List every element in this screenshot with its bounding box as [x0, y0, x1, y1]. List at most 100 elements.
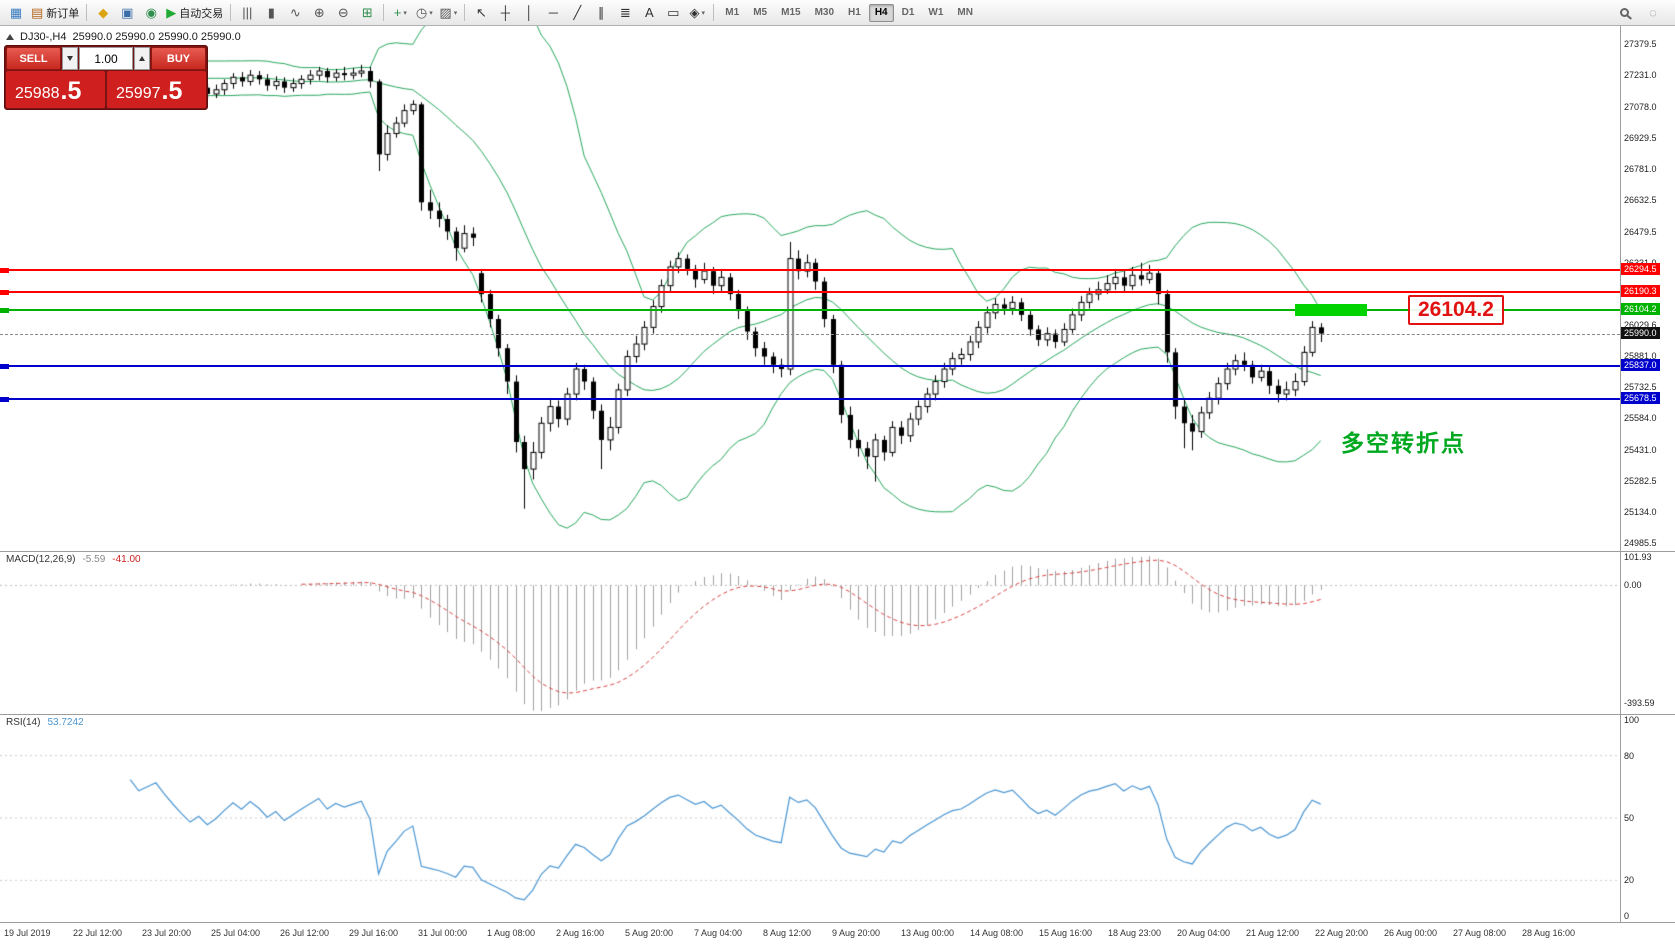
support-line-1-marker: [0, 364, 9, 369]
timeframe-m1[interactable]: M1: [725, 7, 740, 18]
new-order-button[interactable]: ▤ 新订单: [29, 3, 81, 23]
profiles-icon-glyph: ◆: [98, 4, 109, 20]
timeframe-mn[interactable]: MN: [957, 7, 973, 18]
vertical-line-icon[interactable]: │: [518, 3, 540, 23]
periods-icon-glyph: ◷: [415, 4, 428, 20]
pivot-line[interactable]: [0, 309, 1620, 311]
timeframe-h4[interactable]: H4: [868, 3, 894, 22]
support-line-2[interactable]: [0, 398, 1620, 400]
time-axis-label: 21 Aug 12:00: [1246, 928, 1300, 938]
buy-price-button[interactable]: 25997 .5: [107, 71, 206, 108]
indicators-icon-glyph: +: [393, 5, 402, 20]
price-axis-label: 26479.5: [1624, 226, 1657, 237]
support-line-1[interactable]: [0, 365, 1620, 367]
price-axis-label: 24985.5: [1624, 537, 1657, 548]
terminal-icon[interactable]: ◉: [140, 3, 162, 23]
chart-annotation-text[interactable]: 多空转折点: [1341, 430, 1466, 456]
time-axis-label: 25 Jul 04:00: [211, 928, 261, 938]
candlestick-icon[interactable]: ▮: [260, 3, 282, 23]
rsi-title: RSI(14): [6, 717, 41, 728]
timeframe-h1[interactable]: H1: [848, 7, 861, 18]
chart-window-icon[interactable]: ▦: [5, 3, 27, 23]
tile-windows-icon-glyph: ⊞: [361, 4, 373, 20]
terminal-icon-glyph: ◉: [145, 4, 157, 20]
resistance-line-2-label: 26190.3: [1621, 285, 1660, 297]
price-axis-label: 25732.5: [1624, 382, 1657, 393]
one-click-trading-panel: SELL BUY 25988 .5 25997 .5: [4, 45, 208, 110]
channel-icon-glyph: ∥: [598, 4, 605, 20]
zoom-in-icon[interactable]: ⊕: [308, 3, 330, 23]
price-callout-label[interactable]: 26104.2: [1408, 295, 1504, 325]
line-chart-icon[interactable]: ∿: [284, 3, 306, 23]
fibonacci-icon[interactable]: ≣: [614, 3, 636, 23]
symbol-info: DJ30-,H4 25990.0 25990.0 25990.0 25990.0: [6, 31, 241, 43]
timeframe-d1[interactable]: D1: [901, 7, 915, 18]
bar-chart-icon[interactable]: |||: [236, 3, 258, 23]
navigator-icon[interactable]: ▣: [116, 3, 138, 23]
search-icon[interactable]: [1620, 8, 1629, 17]
timeframe-m15[interactable]: M15: [781, 7, 801, 18]
time-axis-label: 28 Aug 16:00: [1522, 928, 1576, 938]
label-icon[interactable]: ▭: [662, 3, 684, 23]
text-icon[interactable]: A: [638, 3, 660, 23]
zoom-out-icon[interactable]: ⊖: [332, 3, 354, 23]
channel-icon[interactable]: ∥: [590, 3, 612, 23]
highlight-rectangle[interactable]: [1295, 304, 1367, 316]
fibonacci-icon-glyph: ≣: [619, 4, 631, 20]
ohlc-values: 25990.0 25990.0 25990.0 25990.0: [72, 31, 241, 43]
shapes-icon[interactable]: ◈ ▾: [686, 3, 708, 23]
rsi-axis-label: 80: [1624, 750, 1635, 761]
tile-windows-icon[interactable]: ⊞: [356, 3, 378, 23]
periods-icon[interactable]: ◷ ▾: [413, 3, 435, 23]
macd-title: MACD(12,26,9): [6, 554, 76, 565]
macd-indicator-panel: MACD(12,26,9) -5.59 -41.00 101.93 0.00 -39…: [0, 551, 1675, 714]
panel-separator[interactable]: [0, 714, 1675, 715]
toolbar-separator: [86, 4, 88, 21]
timeframe-m30[interactable]: M30: [814, 7, 835, 18]
macd-axis-label: -393.59: [1624, 698, 1655, 709]
label-icon-glyph: ▭: [667, 4, 680, 20]
sell-price-button[interactable]: 25988 .5: [6, 71, 105, 108]
resistance-line-1[interactable]: [0, 269, 1620, 271]
price-axis-label: 25584.0: [1624, 413, 1657, 424]
templates-icon[interactable]: ▨ ▾: [437, 3, 459, 23]
time-axis-label: 29 Jul 16:00: [349, 928, 399, 938]
lot-size-input[interactable]: [79, 47, 133, 70]
current-price-line[interactable]: [0, 334, 1620, 335]
price-axis-separator: [1620, 26, 1621, 922]
sell-button[interactable]: SELL: [6, 47, 61, 70]
indicators-icon[interactable]: + ▾: [389, 3, 411, 23]
lot-increase-button[interactable]: [134, 47, 150, 70]
time-axis-label: 18 Aug 23:00: [1108, 928, 1162, 938]
time-axis-label: 19 Jul 2019: [4, 928, 51, 938]
buy-price-main: 25997: [116, 85, 161, 102]
trendline-icon[interactable]: ╱: [566, 3, 588, 23]
timeframe-m5[interactable]: M5: [753, 7, 768, 18]
autotrading-button[interactable]: ▶ 自动交易: [164, 3, 225, 23]
lot-decrease-button[interactable]: [62, 47, 78, 70]
support-line-1-label: 25837.0: [1621, 359, 1660, 371]
buy-button[interactable]: BUY: [151, 47, 206, 70]
community-icon[interactable]: ◌: [1649, 5, 1657, 20]
crosshair-icon[interactable]: ┼: [494, 3, 516, 23]
resistance-line-2[interactable]: [0, 291, 1620, 293]
new-order-button-label: 新订单: [46, 7, 80, 20]
cursor-icon[interactable]: ↖: [470, 3, 492, 23]
support-line-2-marker: [0, 397, 9, 402]
rsi-axis-label: 100: [1624, 715, 1640, 725]
profiles-icon[interactable]: ◆: [92, 3, 114, 23]
macd-value-signal: -41.00: [112, 554, 141, 565]
main-chart-canvas[interactable]: [0, 26, 1620, 551]
horizontal-line-icon[interactable]: ─: [542, 3, 564, 23]
price-axis-label: 26331.0: [1624, 258, 1657, 268]
rsi-canvas[interactable]: [0, 714, 1620, 922]
support-line-2-label: 25678.5: [1621, 392, 1660, 404]
timeframe-w1[interactable]: W1: [928, 7, 944, 18]
chart-window-icon-glyph: ▦: [9, 4, 23, 20]
panel-separator[interactable]: [0, 551, 1675, 552]
time-axis-label: 26 Jul 12:00: [280, 928, 330, 938]
macd-canvas[interactable]: [0, 551, 1620, 714]
one-click-toggle-icon[interactable]: [6, 34, 14, 40]
toolbar-separator: [464, 4, 466, 21]
cursor-icon-glyph: ↖: [475, 4, 487, 20]
